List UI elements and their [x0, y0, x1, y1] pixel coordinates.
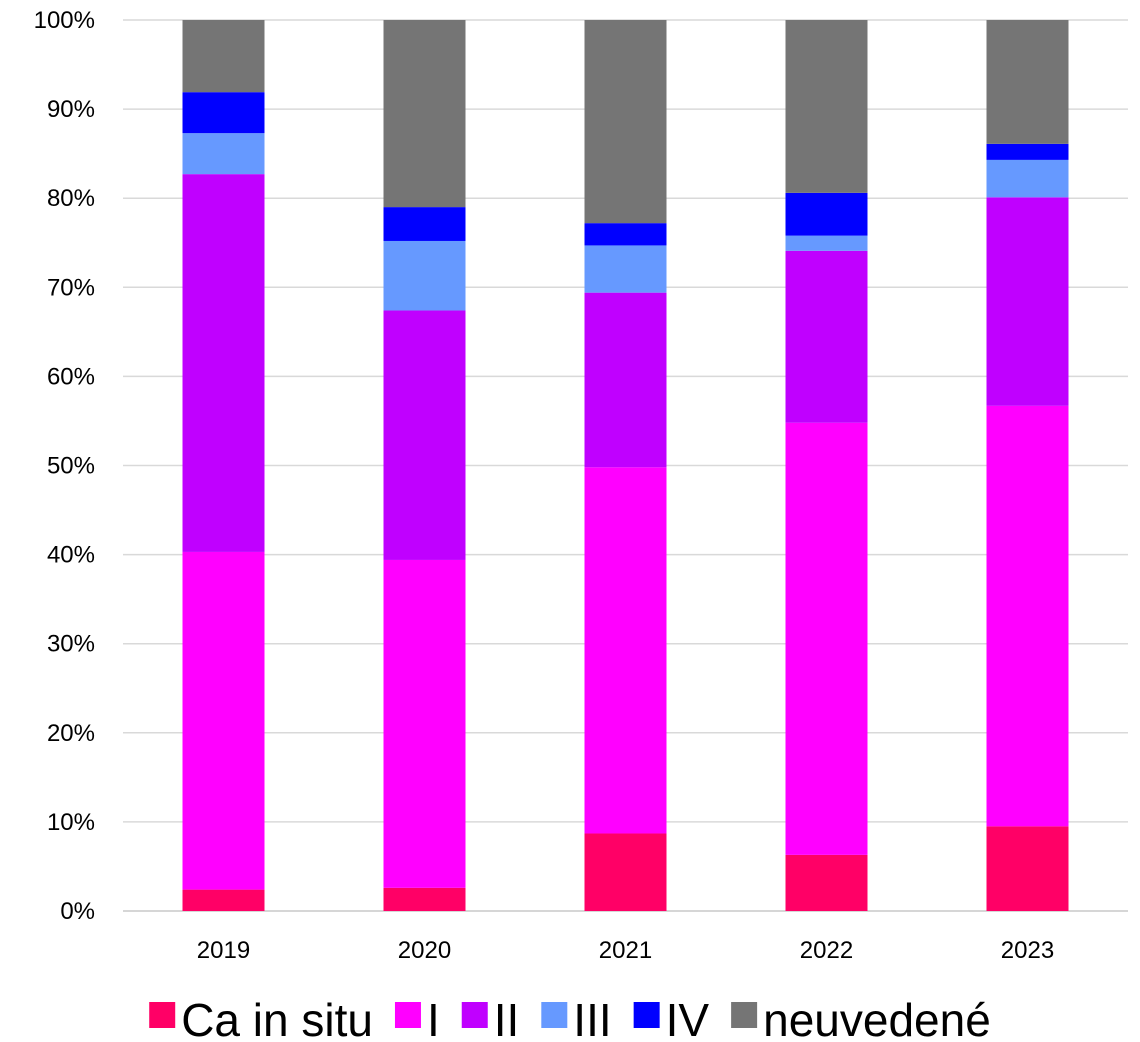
- legend-swatch: [394, 1002, 421, 1028]
- bar-stack-2022: [785, 20, 868, 911]
- bar-segment: [785, 192, 868, 236]
- y-tick-label: 40%: [47, 542, 95, 569]
- y-tick-label: 10%: [47, 809, 95, 836]
- bar-segment: [785, 20, 868, 193]
- legend-swatch: [633, 1002, 660, 1028]
- y-axis-tick-labels: 0% 10% 20% 30% 40% 50% 60% 70% 80% 90% 100%: [34, 7, 95, 925]
- y-tick-label: 100%: [34, 7, 95, 34]
- x-tick-label: 2021: [599, 937, 652, 964]
- bar-segment: [182, 92, 265, 134]
- bar-segment: [182, 133, 265, 175]
- bar-segment: [986, 20, 1069, 144]
- legend-swatch: [461, 1002, 488, 1028]
- bar-segment: [584, 245, 667, 293]
- bar-segment: [785, 854, 868, 911]
- legend-label: Ca in situ: [181, 994, 373, 1042]
- legend-item: neuvedené: [731, 994, 991, 1042]
- legend-label: IV: [666, 994, 710, 1042]
- legend-swatch: [731, 1002, 758, 1028]
- bar-segment: [986, 826, 1069, 911]
- x-tick-label: 2023: [1001, 937, 1054, 964]
- bar-segment: [383, 887, 466, 911]
- bars: [182, 20, 1069, 911]
- x-tick-label: 2020: [398, 937, 451, 964]
- legend-item: III: [541, 994, 612, 1042]
- bar-segment: [785, 250, 868, 423]
- bar-stack-2020: [383, 20, 466, 911]
- y-tick-label: 80%: [47, 185, 95, 212]
- legend-label: II: [494, 994, 520, 1042]
- legend-label: III: [573, 994, 611, 1042]
- y-tick-label: 50%: [47, 453, 95, 480]
- y-tick-label: 30%: [47, 631, 95, 658]
- y-tick-label: 20%: [47, 720, 95, 747]
- bar-stack-2019: [182, 20, 265, 911]
- y-tick-label: 90%: [47, 96, 95, 123]
- bar-segment: [584, 292, 667, 468]
- y-tick-label: 0%: [60, 898, 95, 925]
- bar-stack-2023: [986, 20, 1069, 911]
- bar-segment: [383, 207, 466, 241]
- bar-segment: [986, 197, 1069, 406]
- bar-segment: [383, 559, 466, 888]
- legend-item: II: [461, 994, 520, 1042]
- bar-segment: [182, 889, 265, 911]
- bar-segment: [584, 20, 667, 224]
- legend-swatch: [541, 1002, 568, 1028]
- bar-segment: [584, 223, 667, 246]
- bar-segment: [986, 405, 1069, 827]
- x-tick-label: 2019: [197, 937, 250, 964]
- x-axis-tick-labels: 2019 2020 2021 2022 2023: [197, 937, 1054, 964]
- y-tick-label: 70%: [47, 274, 95, 301]
- bar-segment: [584, 467, 667, 834]
- x-tick-label: 2022: [800, 937, 853, 964]
- bar-segment: [383, 20, 466, 208]
- legend-item: IV: [633, 994, 710, 1042]
- y-tick-label: 60%: [47, 363, 95, 390]
- bar-segment: [383, 240, 466, 311]
- legend-swatch: [149, 1002, 176, 1028]
- legend: Ca in situ I II III IV neuvedené: [149, 994, 991, 1042]
- legend-item: I: [394, 994, 440, 1042]
- legend-item: Ca in situ: [149, 994, 373, 1042]
- bar-segment: [182, 174, 265, 552]
- bar-segment: [383, 310, 466, 560]
- bar-segment: [785, 422, 868, 855]
- bar-segment: [182, 20, 265, 93]
- bar-segment: [986, 159, 1069, 198]
- bar-segment: [182, 551, 265, 890]
- legend-label: neuvedené: [763, 994, 991, 1042]
- legend-label: I: [427, 994, 440, 1042]
- bar-stack-2021: [584, 20, 667, 911]
- bar-segment: [785, 235, 868, 251]
- bar-segment: [584, 833, 667, 911]
- bar-segment: [986, 143, 1069, 160]
